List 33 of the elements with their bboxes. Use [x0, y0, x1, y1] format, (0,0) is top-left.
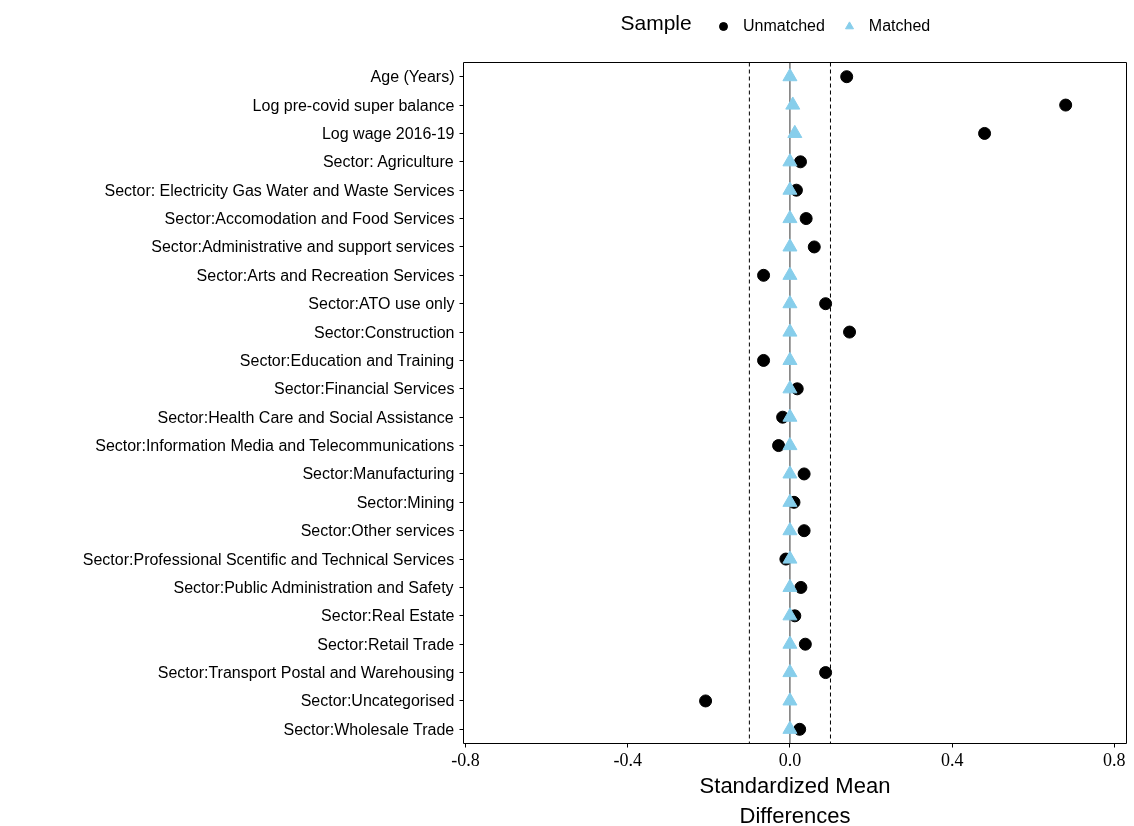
x-tick-label: -0.8: [451, 749, 480, 770]
y-tick-label: Sector:Professional Scentific and Technical Services: [82, 550, 455, 568]
legend-label: Unmatched: [743, 17, 825, 35]
y-tick-label: Sector:Financial Services: [273, 380, 455, 398]
y-tick-label: Sector:Health Care and Social Assistance: [157, 408, 454, 426]
y-tick-label: Sector: Agriculture: [322, 153, 454, 171]
y-tick-label: Sector:Retail Trade: [317, 635, 455, 653]
x-tick-label: 0.8: [1103, 749, 1126, 770]
x-tick-label: -0.4: [613, 749, 642, 770]
x-axis-title: Standardized Mean Differences: [699, 772, 891, 826]
y-tick-label: Sector:Mining: [356, 493, 455, 511]
y-tick-label: Sector: Electricity Gas Water and Waste Services: [104, 181, 455, 199]
y-tick-label: Sector:Transport Postal and Warehousing: [157, 664, 455, 682]
y-tick-label: Sector:Real Estate: [321, 607, 455, 625]
y-tick-label: Sector:Accomodation and Food Services: [164, 210, 455, 228]
y-tick-label: Sector:Manufacturing: [302, 465, 455, 483]
legend-label: Matched: [868, 17, 931, 35]
legend-title: Sample: [620, 11, 692, 34]
y-tick-label: Sector:Construction: [313, 323, 455, 341]
y-tick-label: Log pre-covid super balance: [252, 96, 455, 114]
y-tick-label: Sector:Other services: [300, 522, 455, 540]
y-tick-label: Log wage 2016-19: [321, 124, 455, 142]
x-tick-label: 0.4: [940, 749, 964, 770]
y-tick-label: Sector:ATO use only: [308, 295, 455, 313]
y-tick-label: Age (Years): [370, 68, 455, 86]
y-tick-label: Sector:Wholesale Trade: [283, 720, 455, 738]
y-tick-label: Sector:Information Media and Telecommunications: [95, 437, 455, 455]
y-tick-label: Sector:Education and Training: [239, 351, 455, 369]
y-tick-label: Sector:Uncategorised: [300, 692, 455, 710]
y-tick-label: Sector:Public Administration and Safety: [173, 578, 454, 596]
y-tick-label: Sector:Administrative and support services: [151, 238, 455, 256]
x-tick-label: 0.0: [778, 749, 802, 770]
y-tick-label: Sector:Arts and Recreation Services: [196, 266, 455, 284]
